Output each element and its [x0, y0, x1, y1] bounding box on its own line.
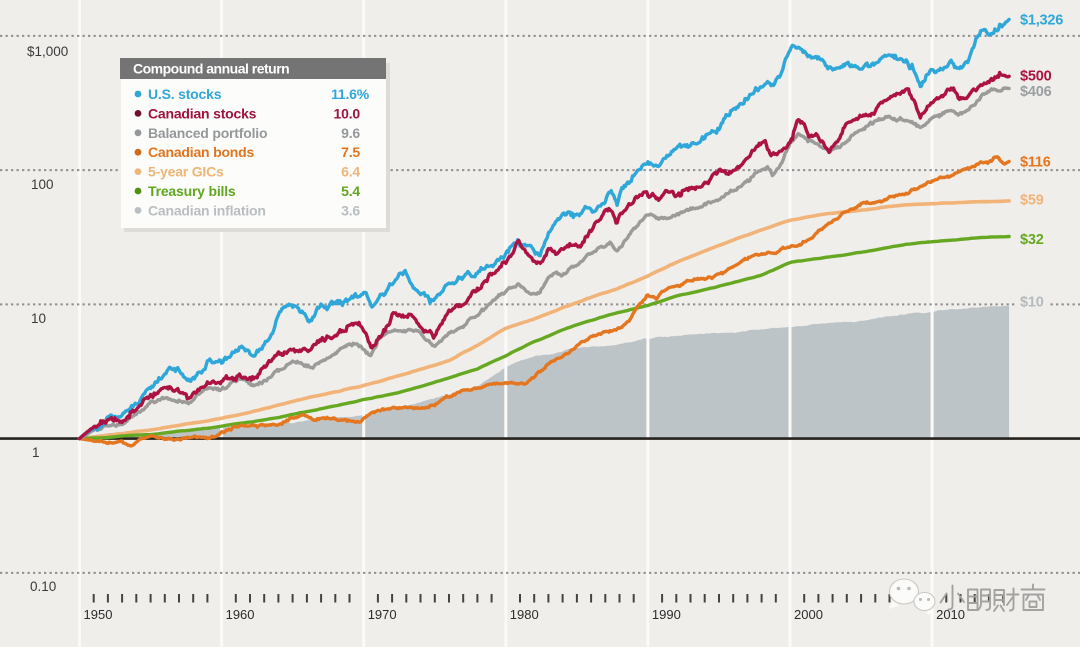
- svg-text:1960: 1960: [226, 607, 255, 622]
- svg-text:Balanced portfolio: Balanced portfolio: [148, 125, 267, 141]
- svg-text:$1,326: $1,326: [1020, 13, 1063, 29]
- svg-text:$32: $32: [1020, 232, 1044, 248]
- svg-text:Canadian inflation: Canadian inflation: [148, 202, 266, 218]
- svg-text:2010: 2010: [936, 607, 965, 622]
- svg-text:1950: 1950: [84, 607, 113, 622]
- svg-text:7.5: 7.5: [341, 144, 360, 160]
- svg-text:U.S. stocks: U.S. stocks: [148, 86, 222, 102]
- svg-text:$116: $116: [1020, 155, 1051, 171]
- svg-text:0.10: 0.10: [30, 579, 56, 594]
- svg-text:6.4: 6.4: [341, 164, 360, 180]
- svg-text:1980: 1980: [510, 607, 539, 622]
- svg-text:Canadian stocks: Canadian stocks: [148, 105, 257, 121]
- svg-text:100: 100: [31, 177, 54, 192]
- svg-text:3.6: 3.6: [341, 202, 360, 218]
- svg-text:$59: $59: [1020, 193, 1044, 209]
- svg-text:$406: $406: [1020, 84, 1052, 100]
- svg-text:Canadian bonds: Canadian bonds: [148, 144, 255, 160]
- svg-text:1: 1: [32, 445, 40, 460]
- svg-text:10.0: 10.0: [334, 105, 361, 121]
- svg-text:$500: $500: [1020, 69, 1052, 85]
- svg-text:$10: $10: [1020, 295, 1044, 311]
- svg-text:1970: 1970: [368, 607, 397, 622]
- svg-text:2000: 2000: [794, 607, 823, 622]
- svg-text:5-year GICs: 5-year GICs: [148, 164, 224, 180]
- svg-text:$1,000: $1,000: [27, 44, 68, 59]
- svg-text:Treasury bills: Treasury bills: [148, 183, 236, 199]
- svg-text:11.6%: 11.6%: [331, 86, 370, 102]
- svg-text:5.4: 5.4: [341, 183, 360, 199]
- svg-text:Compound annual return: Compound annual return: [133, 61, 289, 77]
- svg-text:10: 10: [31, 311, 46, 326]
- svg-text:1990: 1990: [652, 607, 681, 622]
- svg-text:9.6: 9.6: [341, 125, 360, 141]
